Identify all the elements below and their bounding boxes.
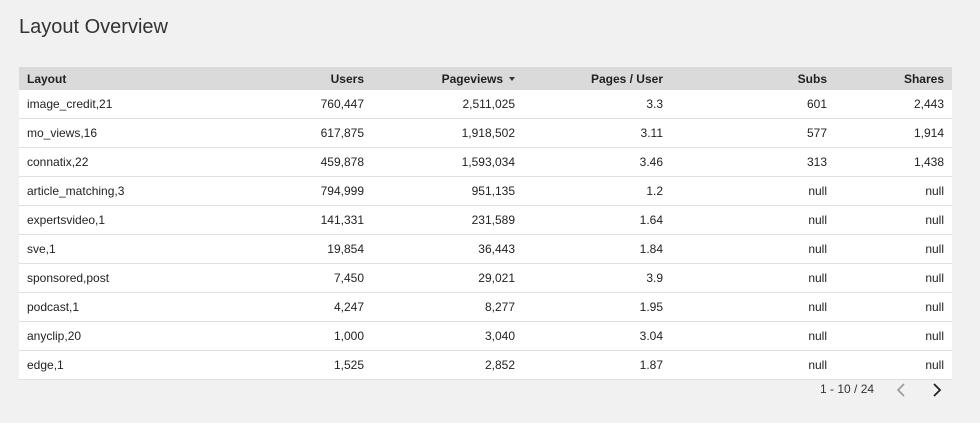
table-cell: 2,443 bbox=[835, 90, 952, 119]
table-row: edge,1 1,525 2,852 1.87 null null bbox=[19, 350, 952, 380]
table-cell: 794,999 bbox=[219, 176, 372, 206]
table-cell: 617,875 bbox=[219, 118, 372, 148]
table-cell: null bbox=[835, 234, 952, 264]
next-page[interactable] bbox=[929, 381, 945, 399]
column-header[interactable]: Pages / User bbox=[523, 67, 671, 90]
table-cell: 4,247 bbox=[219, 292, 372, 322]
table-cell: 1.95 bbox=[523, 292, 671, 322]
table-cell: 1,918,502 bbox=[372, 118, 523, 148]
table-cell: edge,1 bbox=[19, 350, 219, 380]
column-header-label: Pageviews bbox=[441, 71, 503, 86]
table-cell: expertsvideo,1 bbox=[19, 205, 219, 235]
column-header[interactable]: Users bbox=[219, 67, 372, 90]
table-row: mo_views,16 617,875 1,918,502 3.11 577 1,914 bbox=[19, 118, 952, 148]
table-cell: null bbox=[671, 263, 835, 293]
table-row: expertsvideo,1 141,331 231,589 1.64 null null bbox=[19, 205, 952, 235]
column-header-label: Layout bbox=[27, 71, 67, 86]
table-cell: 951,135 bbox=[372, 176, 523, 206]
table-cell: 313 bbox=[671, 147, 835, 177]
table-cell: 577 bbox=[671, 118, 835, 148]
table-cell: null bbox=[835, 176, 952, 206]
table-cell: 1.2 bbox=[523, 176, 671, 206]
column-header-label: Shares bbox=[903, 71, 944, 86]
table-cell: 3.46 bbox=[523, 147, 671, 177]
table-cell: null bbox=[835, 350, 952, 380]
table-cell: 3,040 bbox=[372, 321, 523, 351]
table-cell: 1,438 bbox=[835, 147, 952, 177]
table-cell: anyclip,20 bbox=[19, 321, 219, 351]
table-cell: 3.9 bbox=[523, 263, 671, 293]
table-cell: 3.3 bbox=[523, 90, 671, 119]
table-cell: sponsored,post bbox=[19, 263, 219, 293]
column-header[interactable]: Pageviews bbox=[372, 67, 523, 90]
table-cell: 3.11 bbox=[523, 118, 671, 148]
table-cell: 2,852 bbox=[372, 350, 523, 380]
table-cell: 7,450 bbox=[219, 263, 372, 293]
table-cell: 36,443 bbox=[372, 234, 523, 264]
table-cell: podcast,1 bbox=[19, 292, 219, 322]
table-cell: 19,854 bbox=[219, 234, 372, 264]
table-cell: null bbox=[671, 321, 835, 351]
column-header[interactable]: Shares bbox=[835, 67, 952, 90]
table-cell: 1.84 bbox=[523, 234, 671, 264]
table-cell: null bbox=[835, 292, 952, 322]
table-cell: 29,021 bbox=[372, 263, 523, 293]
table-row: sve,1 19,854 36,443 1.84 null null bbox=[19, 234, 952, 264]
table-row: image_credit,21 760,447 2,511,025 3.3 601 2,4… bbox=[19, 90, 952, 119]
column-header-label: Subs bbox=[797, 71, 827, 86]
table-cell: 3.04 bbox=[523, 321, 671, 351]
table-body: image_credit,21 760,447 2,511,025 3.3 601 2,4… bbox=[19, 90, 952, 380]
table-cell: article_matching,3 bbox=[19, 176, 219, 206]
table-cell: null bbox=[835, 321, 952, 351]
table-cell: 1,000 bbox=[219, 321, 372, 351]
column-header[interactable]: Subs bbox=[671, 67, 835, 90]
table-cell: 459,878 bbox=[219, 147, 372, 177]
column-header-label: Users bbox=[330, 71, 364, 86]
table-row: article_matching,3 794,999 951,135 1.2 null n… bbox=[19, 176, 952, 206]
table-cell: 601 bbox=[671, 90, 835, 119]
table-cell: 1,525 bbox=[219, 350, 372, 380]
table-cell: 760,447 bbox=[219, 90, 372, 119]
data-table: Layout Users Pageviews Pages / User Subs Shar… bbox=[19, 67, 952, 380]
table-cell: null bbox=[835, 205, 952, 235]
table-cell: 1,593,034 bbox=[372, 147, 523, 177]
table-cell: null bbox=[835, 263, 952, 293]
table-cell: null bbox=[671, 234, 835, 264]
prev-page[interactable] bbox=[893, 381, 909, 399]
table-cell: null bbox=[671, 176, 835, 206]
table-row: sponsored,post 7,450 29,021 3.9 null null bbox=[19, 263, 952, 293]
table-cell: connatix,22 bbox=[19, 147, 219, 177]
column-header[interactable]: Layout bbox=[19, 67, 219, 90]
column-header-label: Pages / User bbox=[590, 71, 663, 86]
table-cell: 2,511,025 bbox=[372, 90, 523, 119]
table-cell: null bbox=[671, 350, 835, 380]
table-cell: sve,1 bbox=[19, 234, 219, 264]
report-title: Layout Overview bbox=[19, 16, 168, 38]
table-cell: 1,914 bbox=[835, 118, 952, 148]
table-cell: 231,589 bbox=[372, 205, 523, 235]
table-cell: null bbox=[671, 292, 835, 322]
table-row: connatix,22 459,878 1,593,034 3.46 313 1,438 bbox=[19, 147, 952, 177]
pagination-range: 1 - 10 / 24 bbox=[820, 382, 875, 396]
sort-indicator bbox=[509, 77, 515, 82]
header-row: Layout Users Pageviews Pages / User Subs Shar… bbox=[19, 67, 952, 90]
table-cell: image_credit,21 bbox=[19, 90, 219, 119]
table-cell: mo_views,16 bbox=[19, 118, 219, 148]
table-row: podcast,1 4,247 8,277 1.95 null null bbox=[19, 292, 952, 322]
table-cell: 1.64 bbox=[523, 205, 671, 235]
table-row: anyclip,20 1,000 3,040 3.04 null null bbox=[19, 321, 952, 351]
table-cell: null bbox=[671, 205, 835, 235]
table-cell: 141,331 bbox=[219, 205, 372, 235]
table-cell: 8,277 bbox=[372, 292, 523, 322]
table-cell: 1.87 bbox=[523, 350, 671, 380]
